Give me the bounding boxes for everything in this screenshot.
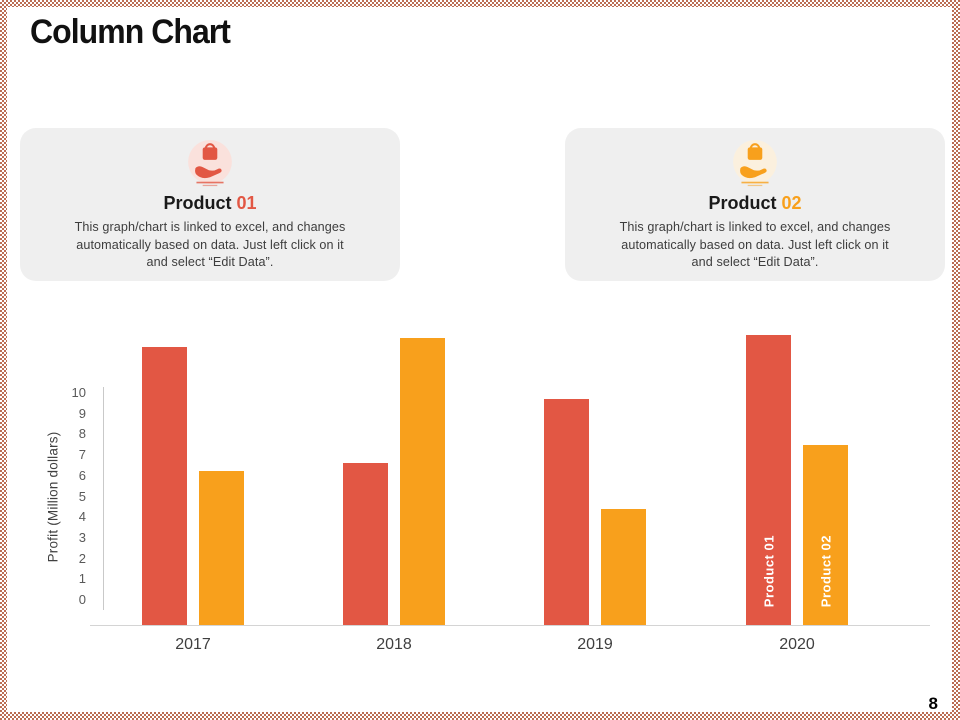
icon-wrap [565, 138, 945, 190]
x-axis-label-2019: 2019 [577, 636, 613, 653]
y-tick-label-4: 4 [78, 509, 86, 525]
x-axis-label-2017: 2017 [175, 636, 211, 653]
bar-2017-product-01[interactable] [142, 346, 187, 625]
y-tick-label-7: 7 [78, 447, 86, 463]
series-label-product-02: Product 02 [818, 534, 833, 607]
page-number: 8 [928, 694, 938, 713]
bar-2017-product-02[interactable] [199, 471, 244, 625]
x-axis-label-2018: 2018 [376, 636, 412, 653]
slide-border-bottom [0, 712, 960, 720]
x-axis-label-2020: 2020 [779, 636, 815, 653]
y-tick-label-2: 2 [78, 550, 86, 566]
bar-2018-product-01[interactable] [343, 462, 388, 625]
y-tick-label-6: 6 [78, 467, 86, 483]
y-tick-label-8: 8 [78, 426, 86, 442]
bar-2020-product-02[interactable]: Product 02 [803, 445, 848, 625]
hand-holding-bag-icon [733, 140, 777, 187]
product-02-card[interactable]: Product 02 This graph/chart is linked to… [565, 128, 945, 281]
product-01-card-description: This graph/chart is linked to excel, and… [74, 220, 346, 269]
hand-holding-bag-icon [188, 140, 232, 187]
product-02-card-title: Product 02 [565, 193, 945, 214]
card-title-number: 01 [236, 193, 257, 213]
product-01-card-title: Product 01 [20, 193, 400, 214]
bar-2019-product-02[interactable] [601, 509, 646, 625]
y-tick-label-1: 1 [78, 571, 86, 587]
bar-2018-product-02[interactable] [400, 337, 445, 625]
page-title: Column Chart [30, 13, 231, 51]
product-01-card[interactable]: Product 01 This graph/chart is linked to… [20, 128, 400, 281]
card-title-text: Product [163, 193, 232, 213]
y-tick-label-0: 0 [78, 592, 86, 607]
y-tick-label-9: 9 [78, 405, 86, 421]
slide-border-left [0, 0, 7, 720]
card-title-text: Product [708, 193, 777, 213]
icon-wrap [20, 138, 400, 190]
bar-2020-product-01[interactable]: Product 01 [746, 335, 791, 625]
slide-border-top [0, 0, 960, 7]
x-axis-line [90, 625, 930, 626]
slide-border-right [952, 0, 960, 720]
bar-2019-product-01[interactable] [544, 398, 589, 625]
y-tick-label-5: 5 [78, 488, 86, 504]
y-axis-line [103, 387, 104, 610]
series-label-product-01: Product 01 [761, 534, 776, 607]
y-tick-label-10: 10 [71, 385, 86, 400]
y-tick-label-3: 3 [78, 529, 86, 545]
card-title-number: 02 [781, 193, 802, 213]
product-02-card-description: This graph/chart is linked to excel, and… [619, 220, 891, 269]
